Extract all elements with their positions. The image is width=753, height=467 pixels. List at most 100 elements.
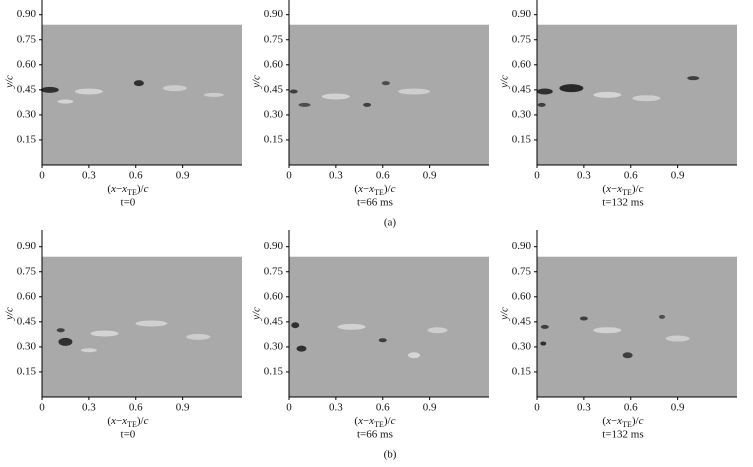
x-label-part: x <box>616 415 622 427</box>
vortex-blob <box>363 102 372 107</box>
vortex-blob <box>622 352 633 359</box>
y-axis-label: y/c <box>251 307 263 321</box>
x-tick-label: 0.6 <box>624 402 638 414</box>
x-tick-label: 0 <box>534 170 540 182</box>
y-axis-label: y/c <box>499 307 511 321</box>
y-tick-label: 0.45 <box>264 83 284 95</box>
x-label-part: c <box>391 415 396 427</box>
x-label-part: − <box>363 415 369 427</box>
y-tick-label: 0.30 <box>512 108 532 120</box>
vortex-blob <box>321 93 350 100</box>
vortex-blob <box>80 348 97 353</box>
x-label-part: TE <box>622 420 632 429</box>
y-tick-label: 0.60 <box>264 290 284 302</box>
y-tick-label: 0.45 <box>17 83 37 95</box>
panel: 0.150.300.450.600.750.900 0.3 0.6 0.9y/c(x−… <box>251 0 489 209</box>
x-axis-label: (x−xTE)/c <box>107 415 148 430</box>
x-label-part: c <box>639 183 644 195</box>
x-label-part: − <box>611 183 617 195</box>
panel: 0.150.300.450.600.750.900 0.3 0.6 0.9y/c(x−… <box>499 0 737 209</box>
vortex-blob <box>408 352 420 359</box>
vortex-blob <box>540 341 547 346</box>
vortex-blob <box>203 92 224 97</box>
y-tick-label: 0.90 <box>512 8 532 20</box>
x-tick-label: 0.3 <box>577 402 591 414</box>
y-tick-label: 0.30 <box>17 108 37 120</box>
panel: 0.150.300.450.600.750.900 0.3 0.6 0.9y/c(x−… <box>251 230 489 441</box>
x-label-part: ( <box>107 415 111 427</box>
x-tick-label: 0.9 <box>176 170 190 182</box>
x-tick-label: 0.3 <box>82 170 96 182</box>
vortex-blob <box>593 91 622 98</box>
y-tick-label: 0.15 <box>17 365 37 377</box>
x-label-part: c <box>144 415 149 427</box>
y-tick-label: 0.45 <box>512 315 532 327</box>
vortex-blob <box>56 328 65 333</box>
x-label-part: x <box>110 183 116 195</box>
vortex-blob <box>40 86 59 93</box>
caption: (a) <box>384 217 397 229</box>
x-label-part: x <box>616 183 622 195</box>
y-tick-label: 0.45 <box>17 315 37 327</box>
vortex-blob <box>291 322 300 329</box>
y-axis-label: y/c <box>4 75 16 89</box>
vortex-blob <box>381 81 390 86</box>
x-label-part: c <box>144 183 149 195</box>
x-tick-label: 0.6 <box>376 170 390 182</box>
vortex-blob <box>537 102 546 107</box>
x-label-part: ( <box>107 183 111 195</box>
x-label-part: x <box>357 415 363 427</box>
x-label-part: TE <box>374 188 384 197</box>
y-tick-label: 0.75 <box>512 33 532 45</box>
x-label-part: − <box>363 183 369 195</box>
x-label-part: x <box>121 183 127 195</box>
x-label-part: TE <box>374 420 384 429</box>
x-tick-label: 0.3 <box>329 170 343 182</box>
x-tick-label: 0 <box>286 402 292 414</box>
time-label: t=132 ms <box>602 429 643 441</box>
x-axis-label: (x−xTE)/c <box>354 183 395 198</box>
x-tick-label: 0 <box>286 170 292 182</box>
y-tick-label: 0.30 <box>264 108 284 120</box>
x-label-part: ( <box>602 415 606 427</box>
x-label-part: x <box>110 415 116 427</box>
vortex-blob <box>135 320 168 327</box>
x-label-part: )/ <box>632 183 640 195</box>
x-label-part: c <box>639 415 644 427</box>
y-tick-label: 0.60 <box>512 290 532 302</box>
flow-field <box>289 256 489 397</box>
time-label: t=0 <box>121 197 136 209</box>
x-label-part: x <box>605 183 611 195</box>
x-tick-label: 0 <box>39 402 45 414</box>
x-label-part: TE <box>127 420 137 429</box>
x-axis-label: (x−xTE)/c <box>354 415 395 430</box>
y-tick-label: 0.90 <box>512 240 532 252</box>
x-tick-label: 0.3 <box>329 402 343 414</box>
y-axis-label: y/c <box>499 75 511 89</box>
x-label-part: x <box>357 183 363 195</box>
flow-field <box>537 256 737 397</box>
x-tick-label: 0.9 <box>423 170 437 182</box>
vortex-blob <box>665 335 690 342</box>
y-tick-label: 0.45 <box>512 83 532 95</box>
x-label-part: x <box>368 415 374 427</box>
x-axis-label: (x−xTE)/c <box>107 183 148 198</box>
flow-field <box>42 256 242 397</box>
vortex-blob <box>536 88 553 95</box>
vortex-blob <box>427 327 448 334</box>
x-tick-label: 0.9 <box>423 402 437 414</box>
x-tick-label: 0.6 <box>376 402 390 414</box>
x-label-part: TE <box>622 188 632 197</box>
y-tick-label: 0.45 <box>264 315 284 327</box>
y-tick-label: 0.60 <box>264 58 284 70</box>
x-label-part: x <box>368 183 374 195</box>
x-label-part: − <box>116 415 122 427</box>
x-tick-label: 0.6 <box>129 170 143 182</box>
x-label-part: TE <box>127 188 137 197</box>
time-label: t=132 ms <box>602 197 643 209</box>
panel: 0.150.300.450.600.750.900 0.3 0.6 0.9y/c(x−… <box>4 230 242 441</box>
vortex-blob <box>162 85 187 92</box>
y-tick-label: 0.30 <box>17 340 37 352</box>
y-tick-label: 0.75 <box>17 265 37 277</box>
y-tick-label: 0.60 <box>512 58 532 70</box>
